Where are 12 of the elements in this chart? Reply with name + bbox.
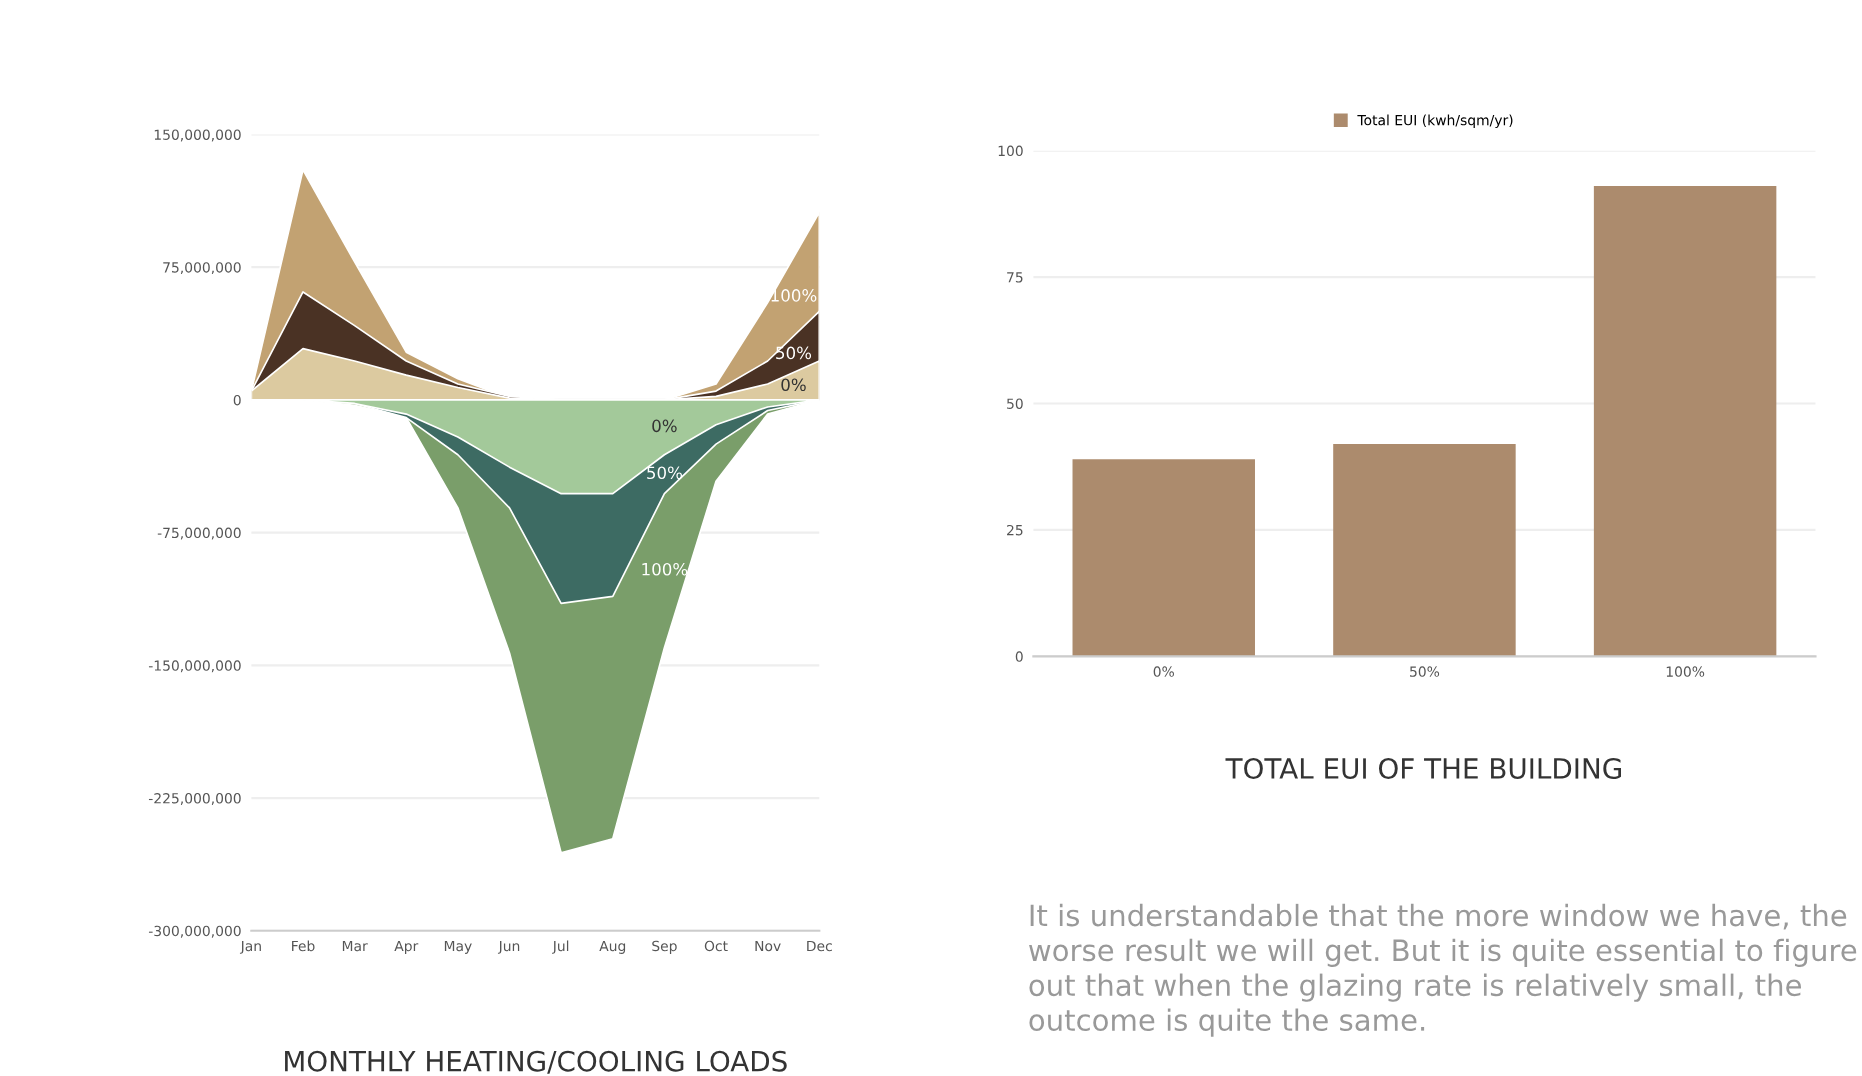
series-label: 0% xyxy=(652,419,677,433)
series-label: 100% xyxy=(642,562,688,576)
text: MONTHLY HEATING/COOLING LOADS xyxy=(285,1050,787,1074)
series-label: 50% xyxy=(776,346,812,360)
bar xyxy=(1333,443,1516,657)
series-label: 50% xyxy=(647,466,682,480)
series-label: 0% xyxy=(781,378,806,392)
bar xyxy=(1593,186,1777,657)
text: It is understandable that the more window we have, the worse result we will get. But it is quite essential to figure out that when the glazing rate is relatively small, the outcome is quite the same. xyxy=(1029,903,1857,1037)
bar xyxy=(1072,459,1255,657)
text: TOTAL EUI OF THE BUILDING xyxy=(1225,757,1621,780)
series-label: 100% xyxy=(771,289,817,302)
